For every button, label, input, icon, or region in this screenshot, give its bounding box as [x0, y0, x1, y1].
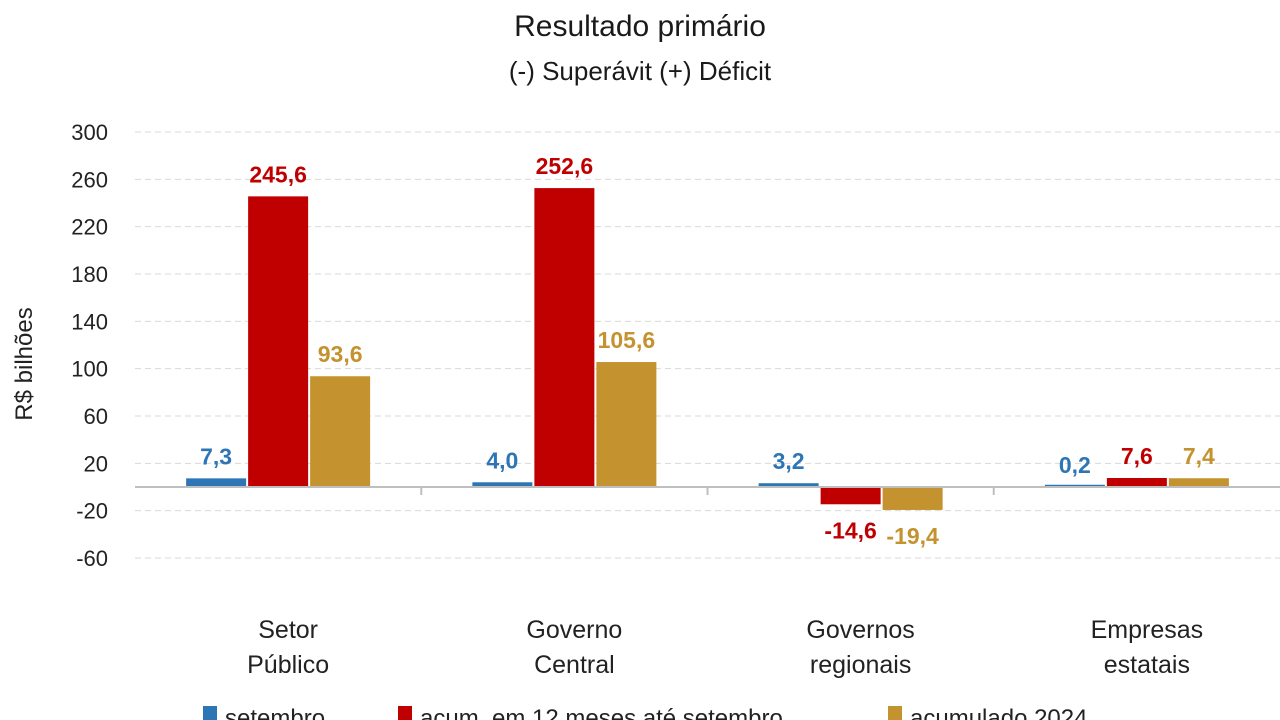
data-label: 105,6 — [598, 327, 656, 353]
y-tick-label: 60 — [84, 404, 108, 429]
category-label: Governo — [526, 616, 622, 644]
bar — [534, 188, 595, 487]
y-axis-label: R$ bilhões — [11, 307, 38, 420]
legend-swatch — [888, 706, 902, 720]
data-label: 4,0 — [486, 447, 518, 473]
y-tick-labels: 300 260 220 180 140 100 60 20 -20 -60 — [71, 120, 108, 571]
y-tick-label: 180 — [71, 262, 108, 287]
data-labels: 7,3 245,6 93,6 4,0 252,6 105,6 3,2 -14,6 -19,4 0,… — [200, 153, 1215, 549]
x-axis — [135, 486, 1280, 495]
category-label: Central — [534, 651, 615, 679]
y-tick-label: 20 — [84, 451, 108, 476]
bar — [820, 487, 881, 505]
bar — [1106, 478, 1167, 487]
bar — [1044, 484, 1105, 487]
y-tick-label: -20 — [76, 499, 108, 524]
category-label: Setor — [258, 616, 318, 644]
bar — [472, 482, 533, 487]
legend-swatch — [398, 706, 412, 720]
data-label: 7,3 — [200, 443, 232, 469]
category-label: Público — [247, 651, 329, 679]
legend-swatch — [203, 706, 217, 720]
data-label: -14,6 — [824, 517, 876, 543]
chart-title: Resultado primário — [514, 10, 766, 43]
category-label: regionais — [810, 651, 911, 679]
bar — [248, 196, 309, 487]
legend-label: setembro — [225, 705, 325, 720]
category-label: Governos — [806, 616, 914, 644]
bar — [1168, 478, 1229, 487]
data-label: 3,2 — [773, 448, 805, 474]
data-label: 7,4 — [1183, 443, 1215, 469]
category-labels: Setor Público Governo Central Governos region… — [247, 616, 1203, 679]
bar — [310, 376, 371, 487]
data-label: 245,6 — [249, 161, 307, 187]
chart-subtitle: (-) Superávit (+) Déficit — [509, 56, 772, 86]
data-label: -19,4 — [886, 523, 939, 549]
bars — [186, 188, 1229, 510]
bar — [882, 487, 943, 510]
y-tick-label: -60 — [76, 546, 108, 571]
category-label: estatais — [1104, 651, 1190, 679]
y-tick-label: 220 — [71, 215, 108, 240]
bar — [186, 478, 247, 487]
legend-label: acum. em 12 meses até setembro — [420, 705, 783, 720]
legend-label: acumulado 2024 — [910, 705, 1087, 720]
data-label: 93,6 — [318, 341, 363, 367]
y-tick-label: 260 — [71, 167, 108, 192]
category-label: Empresas — [1091, 616, 1204, 644]
bar — [596, 362, 657, 487]
y-tick-label: 300 — [71, 120, 108, 145]
y-tick-label: 140 — [71, 309, 108, 334]
data-label: 0,2 — [1059, 452, 1091, 478]
data-label: 7,6 — [1121, 443, 1153, 469]
legend: setembro acum. em 12 meses até setembro ac… — [203, 705, 1087, 720]
data-label: 252,6 — [536, 153, 594, 179]
y-tick-label: 100 — [71, 357, 108, 382]
bar — [758, 483, 819, 487]
